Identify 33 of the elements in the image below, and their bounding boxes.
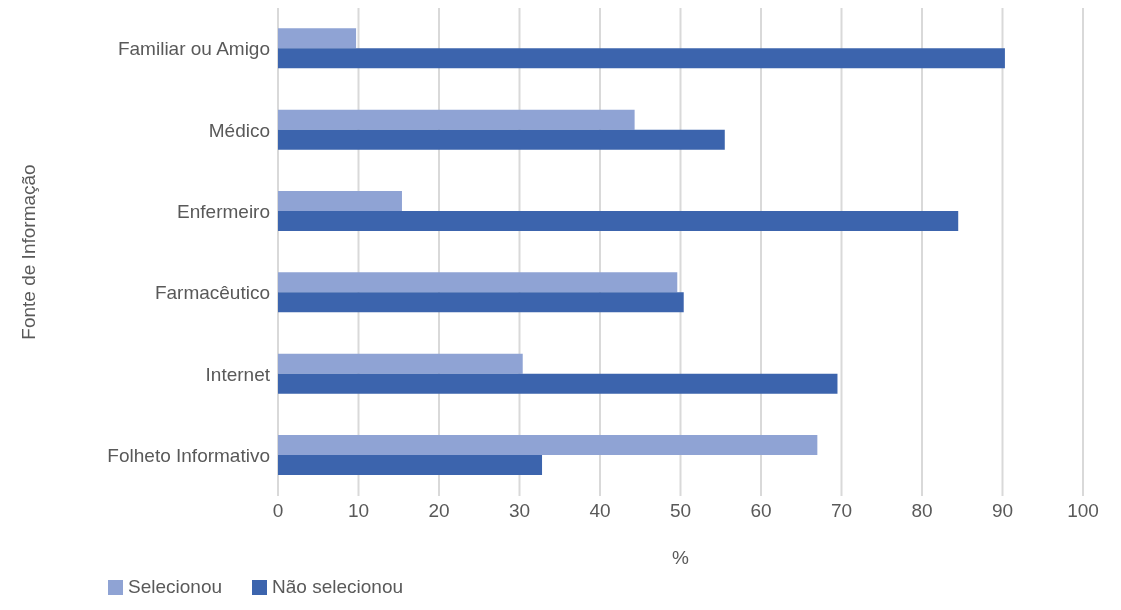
x-tick-label: 50 <box>669 500 692 522</box>
y-tick-label: Familiar ou Amigo <box>117 38 270 60</box>
bar <box>278 455 543 475</box>
x-tick-label: 0 <box>272 500 284 522</box>
y-tick-label: Médico <box>208 119 270 141</box>
x-tick-label: 20 <box>428 500 450 522</box>
y-tick-label: Enfermeiro <box>177 201 270 223</box>
bar <box>278 191 402 211</box>
y-tick-label: Farmacêutico <box>154 282 270 304</box>
y-tick-label: Internet <box>205 363 271 385</box>
bar <box>278 353 523 374</box>
bar <box>278 28 357 49</box>
bar <box>278 48 1005 69</box>
y-tick-label: Folheto Informativo <box>107 445 270 467</box>
x-tick-label: 40 <box>589 500 611 522</box>
x-tick-label: 90 <box>991 500 1014 522</box>
x-tick-label: 10 <box>347 500 370 522</box>
bar <box>278 211 959 231</box>
bar <box>278 109 635 130</box>
legend-label: Não selecionou <box>271 576 404 598</box>
x-tick-label: 100 <box>1067 500 1099 522</box>
x-axis-title: % <box>672 547 690 568</box>
bar <box>278 129 725 150</box>
x-tick-label: 60 <box>750 500 772 522</box>
bar <box>278 292 684 313</box>
bar <box>278 272 678 293</box>
y-axis-title: Fonte de Informação <box>17 164 39 340</box>
bar <box>278 373 838 394</box>
x-tick-label: 80 <box>911 500 933 522</box>
bar <box>278 435 818 455</box>
legend-label: Selecionou <box>127 576 223 598</box>
x-tick-label: 30 <box>508 500 531 522</box>
x-tick-label: 70 <box>830 500 853 522</box>
